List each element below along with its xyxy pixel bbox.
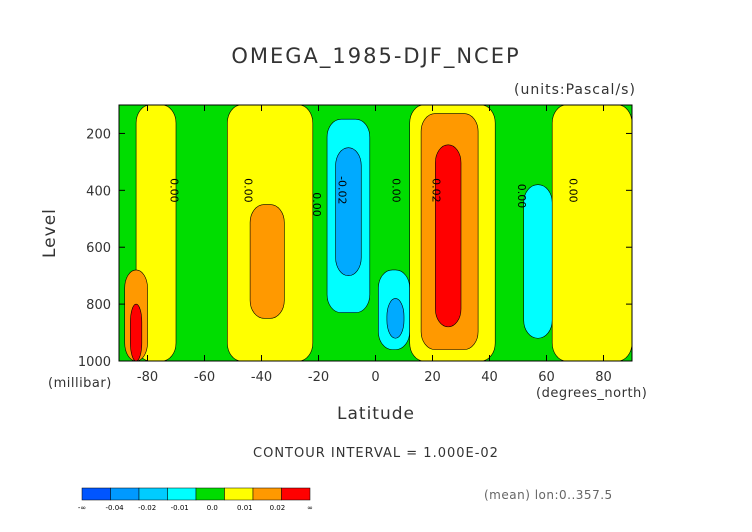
y-tick-label: 1000	[78, 355, 111, 370]
contour-region-6	[335, 147, 362, 276]
colorbar-label: -0.02	[138, 504, 156, 512]
y-axis-units: (millibar)	[48, 376, 112, 391]
colorbar-label: -0.01	[171, 504, 189, 512]
y-tick-label: 200	[86, 127, 111, 142]
contour-label: 0.00	[310, 192, 323, 217]
x-tick-label: -20	[308, 370, 329, 385]
colorbar-label: 0.02	[270, 504, 286, 512]
contour-region-2	[130, 303, 143, 361]
colorbar-swatch	[281, 487, 311, 501]
contour-regions	[124, 105, 632, 361]
colorbar-label: -0.04	[106, 504, 125, 512]
contour-label: 0.02	[430, 178, 443, 203]
contour-region-12	[551, 105, 632, 361]
contour-region-11	[435, 144, 462, 328]
y-tick-label: 800	[86, 298, 111, 313]
contour-region-4	[249, 204, 285, 319]
x-tick-label: 80	[595, 370, 612, 385]
units-label: (units:Pascal/s)	[514, 82, 636, 98]
x-tick-label: 40	[481, 370, 498, 385]
colorbar-swatch	[81, 487, 111, 501]
contour-region-8	[386, 298, 405, 339]
colorbar-swatch	[138, 487, 168, 501]
x-tick-label: 20	[424, 370, 441, 385]
contour-label: 0.00	[390, 178, 403, 203]
contour-interval-note: CONTOUR INTERVAL = 1.000E-02	[253, 446, 499, 461]
colorbar-swatch	[195, 487, 225, 501]
contour-region-13	[523, 184, 553, 339]
colorbar-label: -∞	[78, 504, 86, 512]
contour-label: -0.02	[335, 176, 348, 204]
y-axis-ticks: 200 400 600 800 1000	[78, 127, 632, 370]
x-axis-units: (degrees_north)	[536, 386, 648, 401]
contour-label: 0.00	[515, 184, 528, 209]
colorbar-label: ∞	[307, 504, 313, 512]
chart-title: OMEGA_1985-DJF_NCEP	[231, 44, 521, 68]
y-tick-label: 400	[86, 184, 111, 199]
contour-labels: 0.00 0.00 0.00 -0.02 0.00 0.02 0.00 0.00	[167, 176, 579, 217]
contour-label: 0.00	[566, 178, 579, 203]
colorbar-swatch	[110, 487, 140, 501]
contour-label: 0.00	[167, 178, 180, 203]
mean-longitude-note: (mean) lon:0..357.5	[484, 488, 613, 502]
colorbar-label: 0.0	[207, 504, 218, 512]
contour-label: 0.00	[241, 178, 254, 203]
y-tick-label: 600	[86, 241, 111, 256]
x-tick-label: -80	[137, 370, 158, 385]
x-tick-label: -60	[194, 370, 215, 385]
x-axis-title: Latitude	[337, 404, 415, 424]
colorbar-swatch	[224, 487, 254, 501]
colorbar-swatch	[167, 487, 197, 501]
x-tick-label: 0	[371, 370, 379, 385]
colorbar-swatch	[252, 487, 282, 501]
x-tick-label: -40	[251, 370, 272, 385]
x-axis-ticks: -80 -60 -40 -20 0 20 40 60 80	[137, 105, 612, 385]
colorbar: -∞ -0.04 -0.02 -0.01 0.0 0.01 0.02 ∞	[78, 487, 313, 512]
colorbar-label: 0.01	[237, 504, 253, 512]
x-tick-label: 60	[538, 370, 555, 385]
